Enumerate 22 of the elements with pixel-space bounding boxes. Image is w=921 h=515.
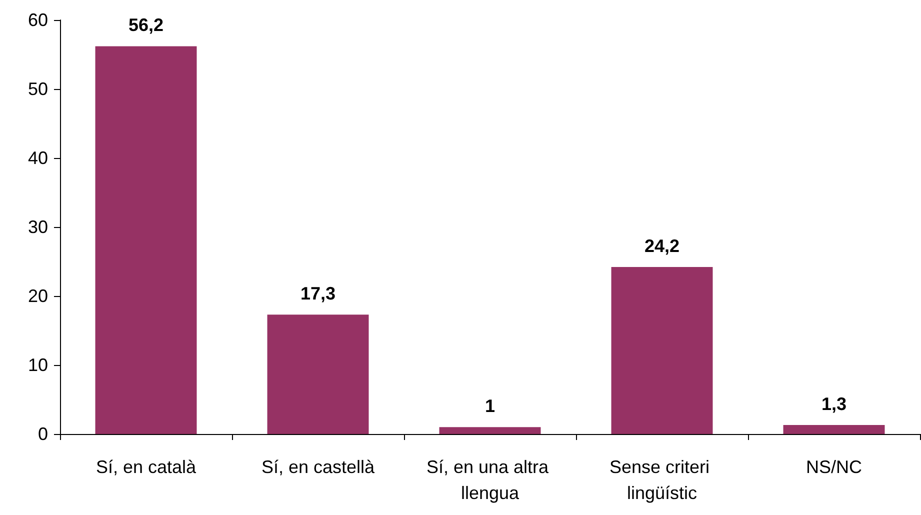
bar [439, 427, 541, 434]
data-label: 17,3 [300, 284, 336, 304]
y-tick-label: 20 [28, 286, 48, 306]
x-tick-label: Sí, en català [96, 457, 198, 477]
y-tick-label: 40 [28, 148, 48, 168]
x-tick-label: Sí, en una altra llengua [426, 457, 554, 503]
y-tick-label: 50 [28, 79, 48, 99]
data-label: 1 [484, 396, 496, 416]
x-tick-label: Sense criteri lingüístic [609, 457, 715, 503]
x-tick-label: Sí, en castellà [261, 457, 376, 477]
y-tick-label: 60 [28, 10, 48, 30]
data-label: 56,2 [128, 15, 164, 36]
x-tick-label: NS/NC [806, 457, 862, 477]
bar [611, 267, 713, 434]
bar [95, 46, 197, 434]
bar [267, 314, 369, 434]
data-label: 1,3 [821, 394, 847, 414]
data-label: 24,2 [644, 236, 680, 256]
y-tick-label: 10 [28, 355, 48, 375]
y-tick-label: 30 [28, 217, 48, 237]
bar [783, 425, 885, 434]
y-tick-label: 0 [38, 424, 48, 444]
